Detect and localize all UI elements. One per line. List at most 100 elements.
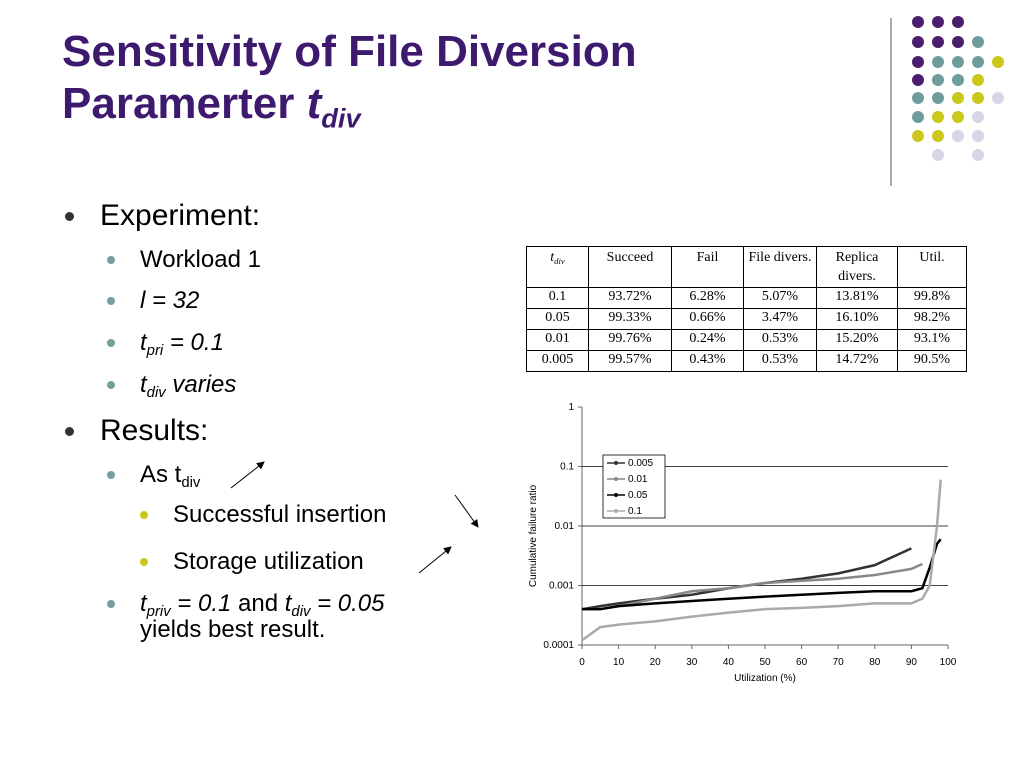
dot <box>972 92 984 104</box>
legend-marker <box>614 477 618 481</box>
title-line: Paramerter tdiv <box>62 78 637 132</box>
x-tick-label: 90 <box>906 657 918 668</box>
text-segment: t <box>140 590 147 617</box>
x-axis-label: Utilization (%) <box>734 673 796 684</box>
header-row: tdiv Succeed Fail File divers. Replica diver… <box>526 246 967 288</box>
dot <box>912 92 924 104</box>
up-arrow <box>418 546 452 574</box>
y-tick-label: 0.01 <box>555 521 575 532</box>
text-segment: t <box>284 590 292 617</box>
text-segment: Results: <box>100 414 209 447</box>
decoration-dots <box>912 16 1004 161</box>
y-tick-label: 0.1 <box>560 462 574 473</box>
text-segment: priv <box>146 604 171 621</box>
text-segment: and <box>231 590 285 617</box>
dot <box>932 92 944 104</box>
bullet: Results: <box>65 414 209 447</box>
dot <box>932 56 944 68</box>
text-segment: div <box>146 385 166 402</box>
bullet: tpri = 0.1 <box>107 329 224 359</box>
bullet-dot <box>140 558 148 566</box>
bullet-dot <box>107 256 115 264</box>
dot <box>912 16 924 28</box>
y-tick-label: 1 <box>568 402 574 413</box>
table-cell: 0.05 <box>526 308 589 330</box>
bullet: Workload 1 <box>107 247 261 273</box>
x-tick-label: 10 <box>613 657 625 668</box>
text-segment: = 0.1 <box>170 590 232 617</box>
title-line: Sensitivity of File Diversion <box>62 27 637 76</box>
series-line <box>581 547 912 611</box>
series-line <box>581 479 942 642</box>
text-segment: div <box>321 102 361 134</box>
dot <box>952 16 964 28</box>
dot <box>912 56 924 68</box>
dot <box>952 111 964 123</box>
down-arrow <box>454 494 479 528</box>
legend-box <box>602 454 666 519</box>
table-body: 0.1 93.72% 6.28% 5.07% 13.81% 99.8% 0.05 99.33%… <box>526 287 967 372</box>
header-cell: Succeed <box>588 246 672 288</box>
dot <box>952 130 964 142</box>
legend-label: 0.05 <box>628 490 648 501</box>
dot <box>992 92 1004 104</box>
table-cell: 0.53% <box>743 350 817 372</box>
x-tick-label: 20 <box>650 657 662 668</box>
y-tick-label: 0.0001 <box>543 640 574 651</box>
text-segment: t <box>306 79 322 128</box>
text-segment: As t <box>140 461 182 488</box>
bullet: tpriv = 0.1 and tdiv = 0.05 yields best r… <box>107 590 385 643</box>
bullet-dot <box>107 339 115 347</box>
y-tick-label: 0.001 <box>549 581 574 592</box>
dot <box>932 36 944 48</box>
text-segment: = 0.1 <box>163 329 224 356</box>
dot <box>992 56 1004 68</box>
x-tick-label: 80 <box>869 657 881 668</box>
bullet-dot <box>65 211 74 221</box>
text-segment: div <box>291 604 311 621</box>
slide-title: Sensitivity of File Diversion Paramerter… <box>62 26 637 132</box>
table-cell: 99.8% <box>897 287 967 309</box>
dot <box>952 36 964 48</box>
dot <box>952 74 964 86</box>
table-cell: 0.43% <box>671 350 744 372</box>
bullet-dot <box>107 381 115 389</box>
table-cell: 6.28% <box>671 287 744 309</box>
text-segment: Experiment: <box>100 199 261 232</box>
text-segment: div <box>181 475 201 492</box>
dot <box>912 130 924 142</box>
header-sub: div <box>554 256 565 267</box>
table-cell: 0.01 <box>526 329 589 351</box>
bullet-dot <box>107 600 115 608</box>
x-tick-label: 30 <box>686 657 698 668</box>
header-cell: File divers. <box>743 246 817 288</box>
dot <box>972 149 984 161</box>
dot <box>912 36 924 48</box>
series-line <box>582 538 942 611</box>
bullet: tdiv varies <box>107 372 236 402</box>
dot <box>932 16 944 28</box>
dot <box>952 92 964 104</box>
bullet: Storage utilization <box>140 549 364 575</box>
bullet: Experiment: <box>65 199 261 232</box>
y-axis-label: Cumulative failure ratio <box>528 484 539 587</box>
bullet-dot <box>107 471 115 479</box>
table-cell: 16.10% <box>816 308 898 330</box>
dot <box>972 74 984 86</box>
dot <box>972 130 984 142</box>
table-cell: 90.5% <box>897 350 967 372</box>
x-tick-label: 40 <box>723 657 735 668</box>
dot <box>972 56 984 68</box>
legend-label: 0.005 <box>628 458 653 469</box>
dot <box>932 111 944 123</box>
dot <box>972 111 984 123</box>
bullet: l = 32 <box>107 288 199 314</box>
dot <box>912 74 924 86</box>
header-cell: Util. <box>897 246 967 288</box>
bullet-dot <box>140 511 148 519</box>
table-cell: 98.2% <box>897 308 967 330</box>
up-arrow <box>230 461 265 489</box>
series-line <box>582 562 923 611</box>
